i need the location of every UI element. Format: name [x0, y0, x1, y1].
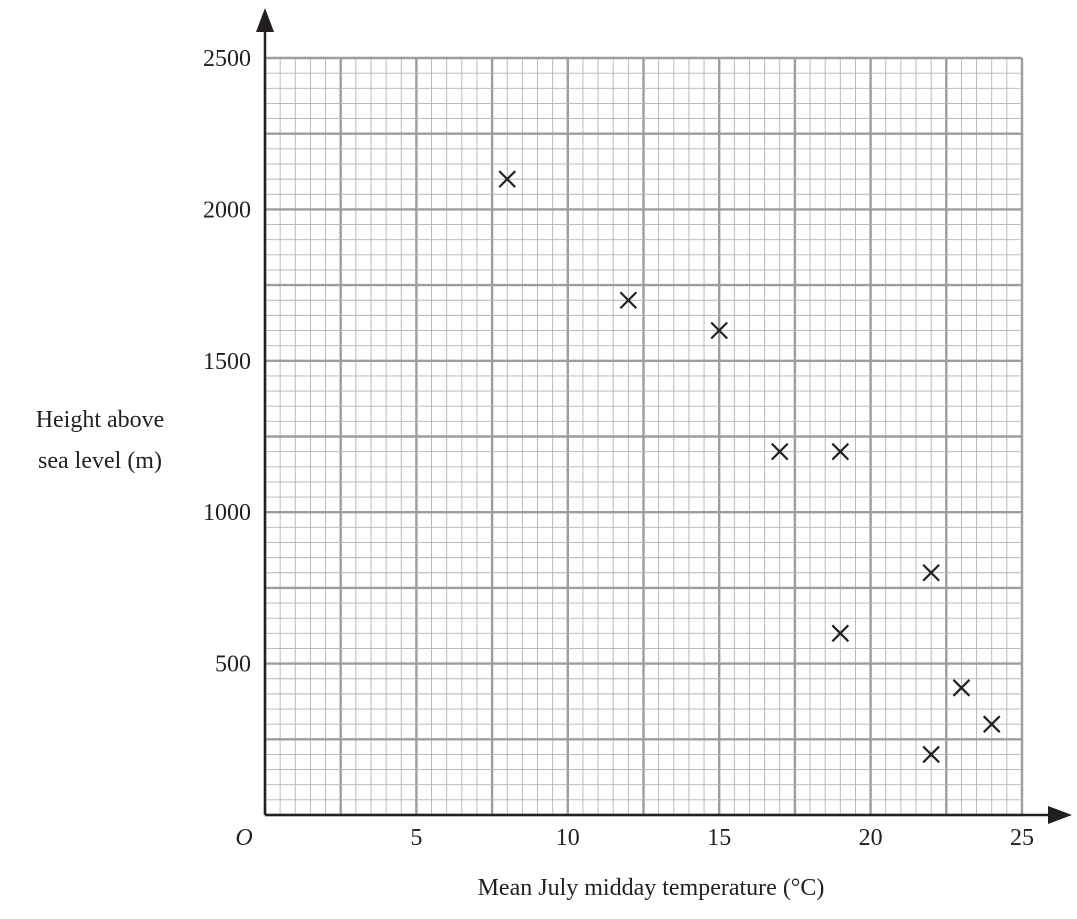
y-axis-arrow-icon — [256, 8, 274, 32]
data-point-stroke — [922, 745, 940, 764]
data-point — [770, 442, 789, 461]
tick-labels: 5 10 15 20 25 500 1000 1500 2000 2500 — [203, 46, 1034, 851]
data-point-stroke — [982, 715, 1001, 733]
x-axis-title: Mean July midday temperature (°C) — [478, 875, 825, 901]
y-axis-title-line-2: sea level (m) — [38, 448, 162, 474]
data-point-stroke — [770, 442, 789, 461]
data-point — [922, 563, 940, 582]
data-point-stroke — [710, 321, 728, 340]
data-point — [952, 679, 971, 697]
grid — [263, 56, 1024, 817]
data-point-stroke — [498, 170, 517, 188]
data-point-stroke — [922, 563, 940, 582]
y-tick-label: 500 — [215, 652, 251, 678]
x-tick-label: 5 — [410, 825, 422, 851]
data-point-stroke — [831, 442, 850, 461]
origin-label: O — [235, 825, 252, 851]
data-points — [498, 170, 1001, 764]
x-tick-label: 15 — [707, 825, 731, 851]
data-point — [831, 624, 850, 643]
data-point — [498, 170, 517, 188]
axes — [256, 8, 1072, 824]
data-point — [982, 715, 1001, 733]
data-point — [710, 321, 728, 340]
data-point-stroke — [619, 291, 638, 310]
x-tick-label: 10 — [556, 825, 580, 851]
data-point-stroke — [831, 624, 850, 643]
y-axis-title-line-1: Height above — [36, 407, 165, 433]
x-tick-label: 25 — [1010, 825, 1034, 851]
data-point — [831, 442, 850, 461]
data-point — [619, 291, 638, 310]
y-tick-label: 1500 — [203, 349, 251, 375]
y-tick-label: 1000 — [203, 500, 251, 526]
data-point — [922, 745, 940, 764]
y-tick-label: 2000 — [203, 197, 251, 223]
x-axis-arrow-icon — [1048, 806, 1072, 824]
y-tick-label: 2500 — [203, 46, 251, 72]
x-tick-label: 20 — [859, 825, 883, 851]
data-point-stroke — [952, 679, 971, 697]
